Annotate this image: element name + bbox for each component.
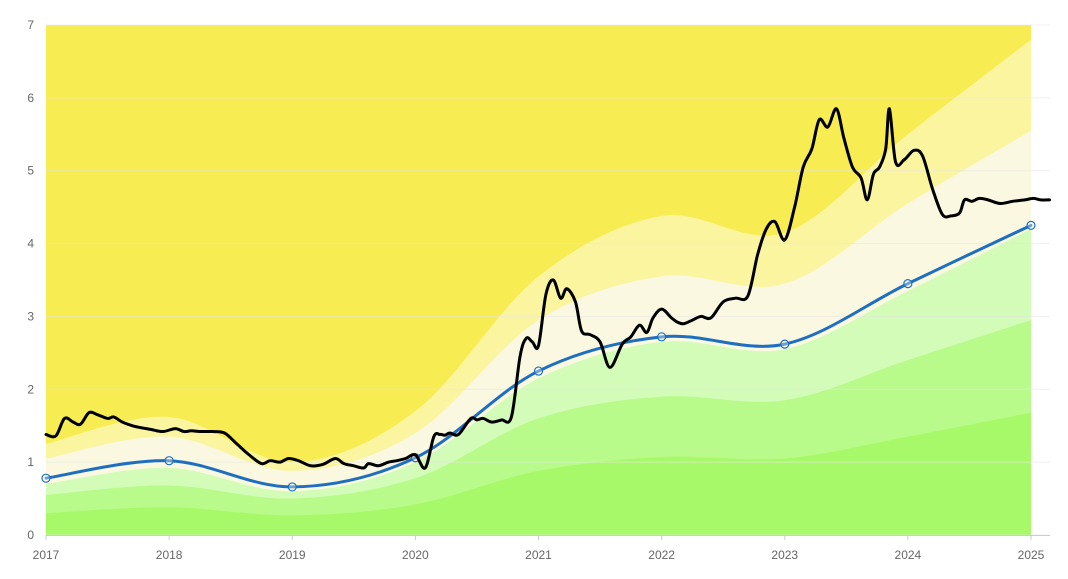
series-point[interactable]: [657, 332, 667, 342]
x-tick-label: 2024: [895, 548, 922, 562]
series-point[interactable]: [1026, 220, 1036, 230]
y-tick-label: 5: [27, 164, 34, 178]
x-tick-label: 2025: [1018, 548, 1045, 562]
y-tick-label: 3: [27, 309, 34, 323]
series-point[interactable]: [533, 366, 544, 376]
x-tick-label: 2022: [648, 548, 675, 562]
x-tick-label: 2020: [402, 548, 429, 562]
y-tick-label: 6: [27, 91, 34, 105]
series-point[interactable]: [164, 456, 174, 466]
x-tick-label: 2017: [33, 548, 60, 562]
band-0: [46, 412, 1031, 535]
y-tick-label: 0: [27, 528, 34, 542]
x-tick-label: 2023: [771, 548, 798, 562]
axis-layer: 0 1 2 3 4 5 6 7 2017 2018 2019 2020 2021 2022 2023 2024…: [27, 18, 1050, 562]
x-tick-label: 2018: [156, 548, 183, 562]
x-tick-label: 2021: [525, 548, 552, 562]
y-tick-label: 7: [27, 18, 34, 32]
series-layer: [41, 107, 1051, 492]
y-tick-label: 2: [27, 382, 34, 396]
series-point[interactable]: [41, 473, 51, 483]
series-line-1: [44, 107, 1051, 470]
series-point[interactable]: [287, 482, 297, 492]
y-tick-label: 1: [27, 455, 34, 469]
bands-layer: [46, 25, 1031, 535]
series-point[interactable]: [903, 279, 913, 289]
series-point[interactable]: [780, 339, 790, 349]
series-line-0: [44, 223, 1033, 489]
x-tick-label: 2019: [279, 548, 306, 562]
y-tick-label: 4: [27, 237, 34, 251]
